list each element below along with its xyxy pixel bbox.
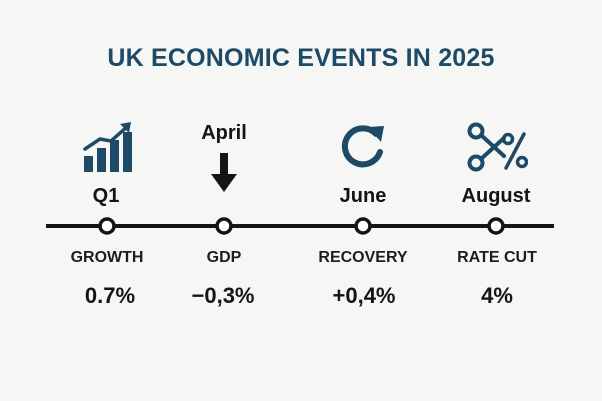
event-period-august: August	[461, 185, 531, 207]
timeline-marker	[215, 217, 233, 235]
event-value-gdp: −0,3%	[191, 283, 255, 308]
timeline-marker	[354, 217, 372, 235]
timeline-marker	[98, 217, 116, 235]
event-label-gdp: GDP	[206, 249, 242, 266]
circular-arrow-icon	[341, 125, 384, 168]
event-value-rate-cut: 4%	[481, 283, 513, 308]
event-label-recovery: RECOVERY	[318, 249, 408, 266]
scissors-percent-icon	[467, 122, 528, 172]
event-label-rate-cut: RATE CUT	[457, 249, 537, 266]
timeline	[46, 217, 554, 235]
event-value-recovery: +0,4%	[332, 283, 396, 308]
down-arrow-icon	[211, 153, 237, 192]
bar-chart-up-icon	[83, 122, 132, 172]
event-period-q1: Q1	[92, 185, 120, 207]
timeline-marker	[487, 217, 505, 235]
event-period-april: April	[201, 122, 247, 144]
diagram-title: UK ECONOMIC EVENTS IN 2025	[107, 44, 495, 72]
event-value-growth: 0.7%	[84, 283, 136, 308]
event-period-june: June	[339, 185, 387, 207]
event-label-growth: GROWTH	[70, 249, 144, 266]
